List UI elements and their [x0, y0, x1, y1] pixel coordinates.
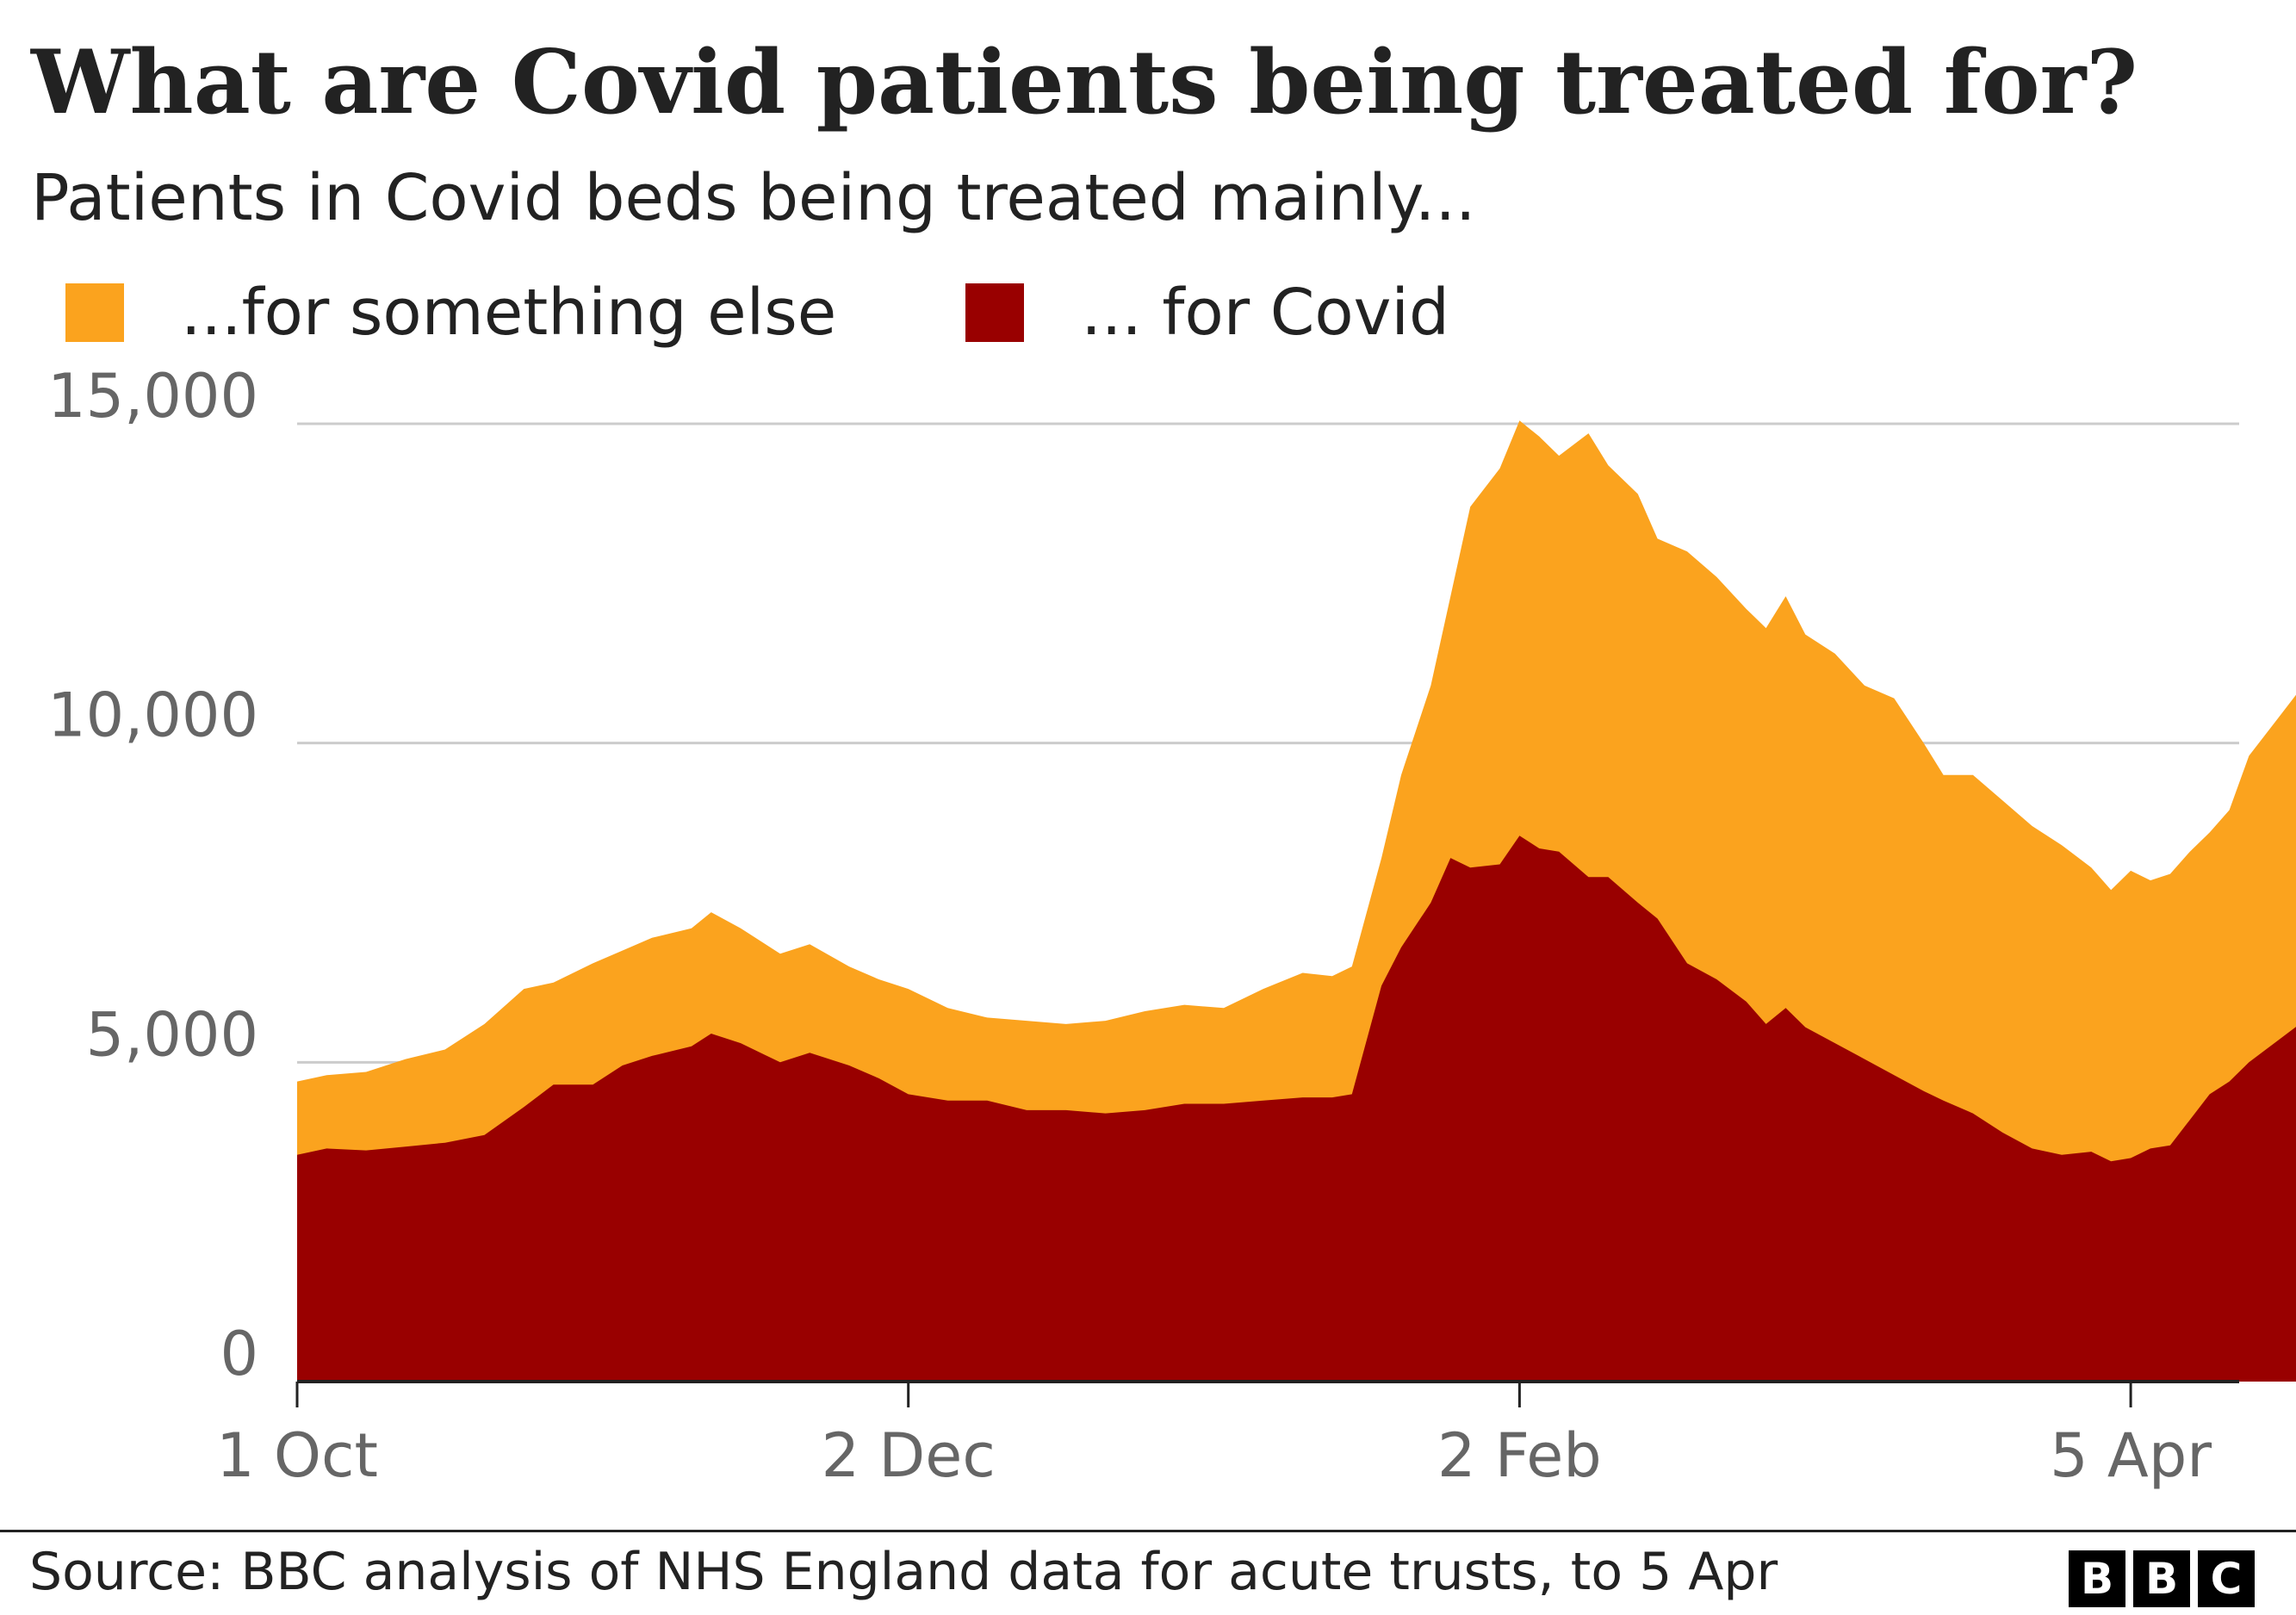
- x-tick-label-3: 5 Apr: [2050, 1420, 2212, 1491]
- area-series-covid: [297, 835, 2296, 1382]
- legend-label-something-else: ...for something else: [181, 276, 837, 350]
- bbc-logo-letter-b1: B: [2069, 1550, 2125, 1607]
- y-tick-label-0: 0: [220, 1319, 258, 1389]
- x-tick-label-2: 2 Feb: [1437, 1420, 1602, 1491]
- bbc-logo-letter-b2: B: [2133, 1550, 2190, 1607]
- y-tick-label-2: 10,000: [47, 680, 258, 751]
- y-tick-label-3: 15,000: [47, 362, 258, 432]
- x-tick-label-0: 1 Oct: [216, 1420, 378, 1491]
- y-tick-label-1: 5,000: [86, 999, 258, 1070]
- bbc-logo: B B C: [2061, 1550, 2255, 1607]
- legend-item-something-else: ...for something else: [65, 276, 836, 350]
- x-tick-label-1: 2 Dec: [822, 1420, 996, 1491]
- chart-subtitle: Patients in Covid beds being treated mai…: [31, 161, 1476, 235]
- footer-divider: [0, 1530, 2296, 1532]
- legend-swatch-covid: [965, 283, 1025, 342]
- legend-item-covid: ... for Covid: [965, 276, 1449, 350]
- source-note: Source: BBC analysis of NHS England data…: [29, 1542, 1778, 1602]
- legend: ...for something else ... for Covid: [65, 274, 1579, 351]
- area-chart: 0 5,000 10,000 15,000 1 Oct 2 Dec 2 Feb 5 Apr: [47, 362, 2296, 1491]
- legend-swatch-something-else: [65, 283, 124, 342]
- bbc-logo-letter-c: C: [2198, 1550, 2255, 1607]
- chart-title: What are Covid patients being treated fo…: [31, 31, 2138, 134]
- legend-label-covid: ... for Covid: [1081, 276, 1449, 350]
